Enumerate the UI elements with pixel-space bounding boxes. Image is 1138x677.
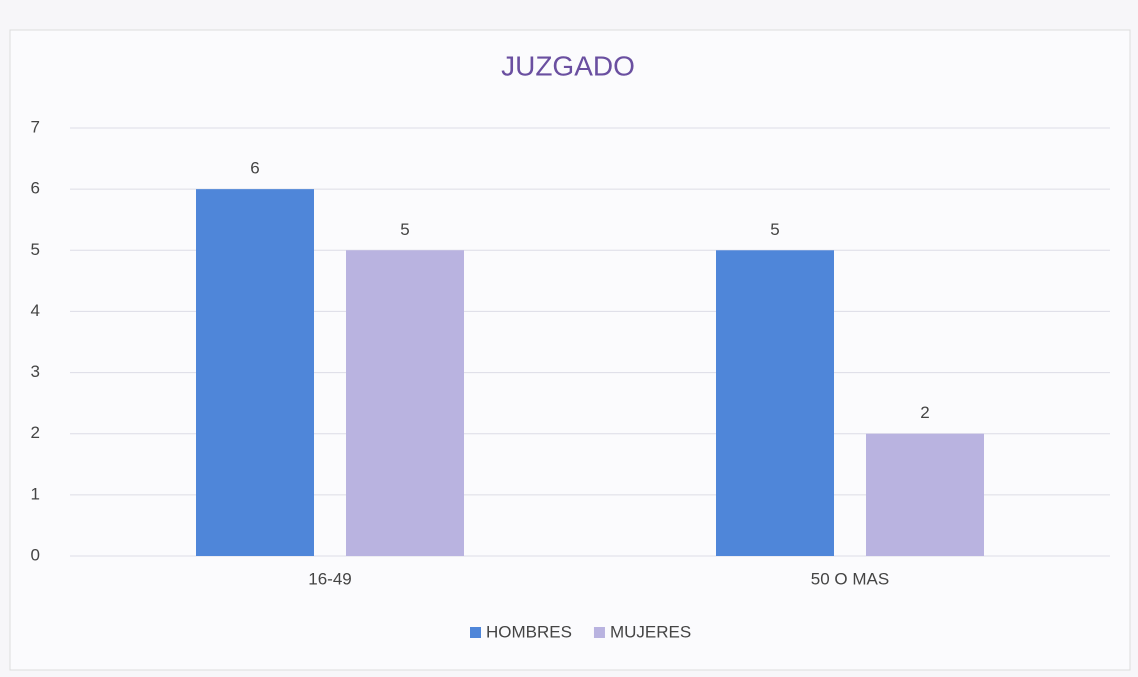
x-tick-label: 16-49: [308, 569, 351, 588]
data-label: 5: [770, 220, 779, 239]
legend-swatch: [470, 627, 481, 638]
bar: [196, 189, 314, 556]
x-tick-label: 50 O MAS: [811, 569, 889, 588]
y-tick-label: 0: [31, 545, 40, 564]
legend-label: HOMBRES: [486, 622, 572, 641]
bar: [346, 250, 464, 557]
y-tick-label: 5: [31, 240, 40, 259]
legend-swatch: [593, 627, 605, 638]
bar: [866, 433, 984, 556]
y-tick-label: 4: [31, 301, 40, 320]
y-tick-label: 3: [31, 362, 40, 381]
chart-title: JUZGADO: [501, 50, 635, 81]
y-tick-label: 1: [31, 484, 40, 503]
data-label: 5: [400, 220, 409, 239]
y-tick-label: 2: [31, 423, 40, 442]
legend-label: MUJERES: [610, 622, 691, 641]
chart-area: [9, 29, 1131, 671]
bar: [716, 250, 834, 557]
data-label: 2: [920, 403, 929, 422]
y-tick-label: 7: [31, 117, 40, 136]
y-tick-label: 6: [31, 179, 40, 198]
data-label: 6: [250, 159, 259, 178]
